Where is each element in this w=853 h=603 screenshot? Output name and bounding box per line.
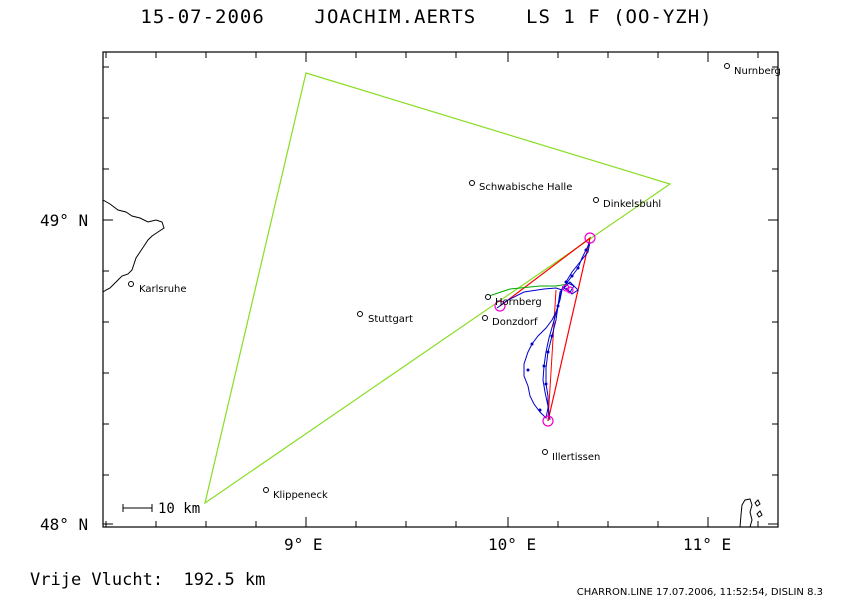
turnpoint-finish: [562, 284, 570, 292]
y-tick-49: 49° N: [40, 211, 88, 230]
x-tick-11: 11° E: [683, 535, 731, 554]
lake-1: [754, 499, 761, 507]
fai-triangle: [204, 72, 672, 505]
label-nurnberg: Nurnberg: [734, 66, 781, 77]
marker-karlsruhe: [128, 281, 134, 287]
credit-line: CHARRON.LINE 17.07.2006, 11:52:54, DISLI…: [576, 587, 823, 598]
marker-donzdorf: [482, 315, 488, 321]
label-donzdorf: Donzdorf: [492, 317, 538, 328]
label-schwabische-halle: Schwabische Halle: [479, 182, 572, 193]
track-green: [485, 283, 569, 298]
turnpoint-1: [584, 232, 596, 244]
label-hornberg: Hornberg: [495, 297, 542, 308]
marker-schwabische-halle: [469, 180, 475, 186]
scale-bar: [122, 504, 153, 512]
x-tick-10: 10° E: [488, 535, 536, 554]
axis-ticks: [103, 52, 778, 527]
marker-klippeneck: [263, 487, 269, 493]
label-stuttgart: Stuttgart: [368, 314, 413, 325]
label-dinkelsbuhl: Dinkelsbuhl: [603, 199, 661, 210]
scale-bar-label: 10 km: [158, 501, 200, 517]
place-markers: [128, 63, 730, 493]
marker-nurnberg: [724, 63, 730, 69]
turnpoints: [494, 232, 596, 427]
label-klippeneck: Klippeneck: [273, 490, 328, 501]
marker-dinkelsbuhl: [593, 197, 599, 203]
label-karlsruhe: Karlsruhe: [139, 284, 187, 295]
track-blue: [496, 241, 591, 420]
free-flight-distance: Vrije Vlucht: 192.5 km: [30, 570, 266, 590]
task-line: [499, 236, 591, 422]
border-west: [102, 199, 165, 293]
map-border: [102, 51, 779, 528]
marker-illertissen: [542, 449, 548, 455]
turnpoint-start: [494, 300, 506, 312]
marker-hornberg: [485, 294, 491, 300]
y-tick-48: 48° N: [40, 515, 88, 534]
turnpoint-2: [542, 415, 554, 427]
track-points: [526, 248, 588, 412]
lake-2: [756, 510, 763, 518]
task-leg: [547, 289, 557, 422]
page-title: 15-07-2006 JOACHIM.AERTS LS 1 F (OO-YZH): [140, 6, 713, 28]
label-illertissen: Illertissen: [552, 452, 600, 463]
marker-stuttgart: [357, 311, 363, 317]
x-tick-9: 9° E: [284, 535, 323, 554]
border-southeast: [739, 498, 753, 528]
